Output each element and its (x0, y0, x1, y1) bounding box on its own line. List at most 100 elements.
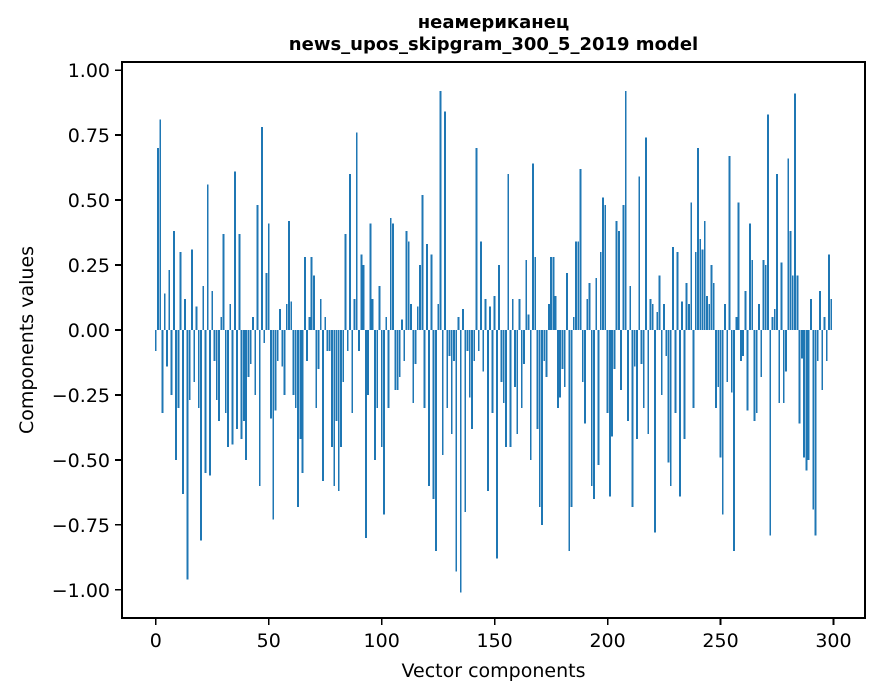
vector-component-bar (313, 275, 315, 330)
vector-component-bar (290, 301, 293, 330)
vector-component-bar (265, 272, 268, 330)
vector-component-bar (303, 257, 306, 330)
vector-component-bar (466, 329, 469, 351)
vector-component-bar (272, 329, 275, 520)
vector-component-bar (566, 272, 568, 330)
vector-component-bar (751, 259, 754, 330)
vector-component-bar (715, 329, 717, 408)
vector-component-bar (742, 329, 745, 356)
vector-component-bar (590, 329, 593, 486)
vector-component-bar (396, 329, 399, 390)
y-tick-label: 1.00 (68, 60, 110, 82)
vector-component-bar (516, 329, 519, 434)
vector-component-bar (197, 329, 200, 408)
vector-component-bar (730, 329, 733, 393)
vector-component-bar (186, 329, 189, 580)
vector-component-bar (624, 90, 627, 330)
vector-component-bar (541, 329, 543, 525)
vector-component-bar (821, 329, 824, 390)
vector-component-bar (511, 298, 514, 330)
vector-component-bar (412, 329, 415, 403)
vector-component-bar (337, 329, 340, 492)
vector-component-bar (157, 148, 159, 330)
vector-component-bar (308, 317, 311, 330)
vector-component-bar (444, 111, 446, 331)
vector-component-bar (629, 285, 632, 330)
vector-component-bar (809, 298, 812, 330)
vector-component-bar (430, 254, 433, 330)
vector-component-bar (617, 231, 620, 330)
vector-component-bar (229, 304, 232, 330)
vector-component-bar (771, 317, 774, 330)
y-axis-label: Components values (16, 246, 38, 434)
vector-component-bar (782, 329, 785, 403)
vector-component-bar (432, 329, 435, 499)
vector-component-bar (563, 329, 566, 388)
y-tick-label: −0.75 (52, 515, 110, 537)
vector-component-bar (179, 252, 182, 330)
vector-component-bar (796, 275, 799, 330)
vector-component-bar (455, 329, 458, 572)
vector-component-bar (706, 296, 708, 330)
chart-title: неамериканец (418, 12, 570, 33)
vector-component-bar (789, 231, 792, 330)
vector-component-bar (344, 233, 347, 330)
vector-component-bar (758, 304, 760, 330)
vector-component-bar (181, 329, 184, 494)
vector-component-bar (493, 296, 496, 330)
vector-component-bar (211, 291, 214, 330)
vector-component-bar (694, 252, 697, 330)
vector-component-bar (721, 329, 724, 515)
x-tick-label: 200 (589, 630, 625, 652)
vector-component-bar (335, 329, 338, 421)
vector-component-bar (294, 329, 297, 408)
vector-component-bar (475, 148, 478, 330)
vector-component-bar (482, 329, 485, 372)
vector-component-bar (672, 246, 674, 330)
vector-component-bar (665, 329, 668, 356)
vector-component-bar (439, 90, 442, 330)
vector-component-bar (552, 257, 555, 330)
y-tick-label: 0.75 (68, 125, 110, 147)
vector-component-bar (168, 270, 171, 330)
vector-component-bar (416, 306, 419, 330)
vector-component-bar (283, 329, 286, 395)
vector-component-bar (805, 329, 808, 471)
vector-component-bar (505, 329, 507, 447)
vector-component-bar (414, 329, 417, 364)
vector-component-bar (828, 254, 830, 330)
vector-component-bar (570, 329, 573, 507)
vector-component-bar (281, 329, 284, 367)
vector-component-bar (523, 329, 525, 364)
vector-component-bar (778, 329, 781, 403)
vector-component-bar (484, 298, 487, 330)
vector-component-bar (525, 259, 528, 330)
vector-component-bar (340, 329, 342, 447)
vector-component-bar (749, 223, 751, 330)
vector-component-bar (215, 329, 218, 401)
vector-component-bar (825, 329, 828, 362)
vector-component-bar (658, 275, 661, 330)
vector-component-bar (355, 132, 358, 330)
vector-component-bar (597, 329, 600, 466)
vector-component-bar (611, 329, 614, 437)
vector-component-bar (310, 257, 313, 330)
vector-component-bar (744, 291, 747, 330)
vector-component-bar (322, 329, 324, 481)
vector-component-bar (209, 329, 211, 476)
vector-component-bar (794, 93, 796, 330)
vector-component-bar (667, 329, 670, 463)
vector-component-bar (299, 329, 302, 440)
vector-component-bar (556, 329, 559, 408)
vector-component-bar (459, 329, 462, 593)
vector-component-bar (545, 329, 548, 377)
vector-component-bar (301, 329, 304, 473)
vector-component-bar (683, 329, 686, 440)
vector-component-bar (163, 293, 166, 330)
vector-component-bar (306, 329, 309, 362)
vector-component-bar (627, 329, 629, 421)
vector-component-bar (227, 329, 229, 447)
vector-component-bar (622, 205, 625, 330)
vector-component-bar (328, 329, 331, 351)
vector-component-bar (218, 329, 220, 421)
